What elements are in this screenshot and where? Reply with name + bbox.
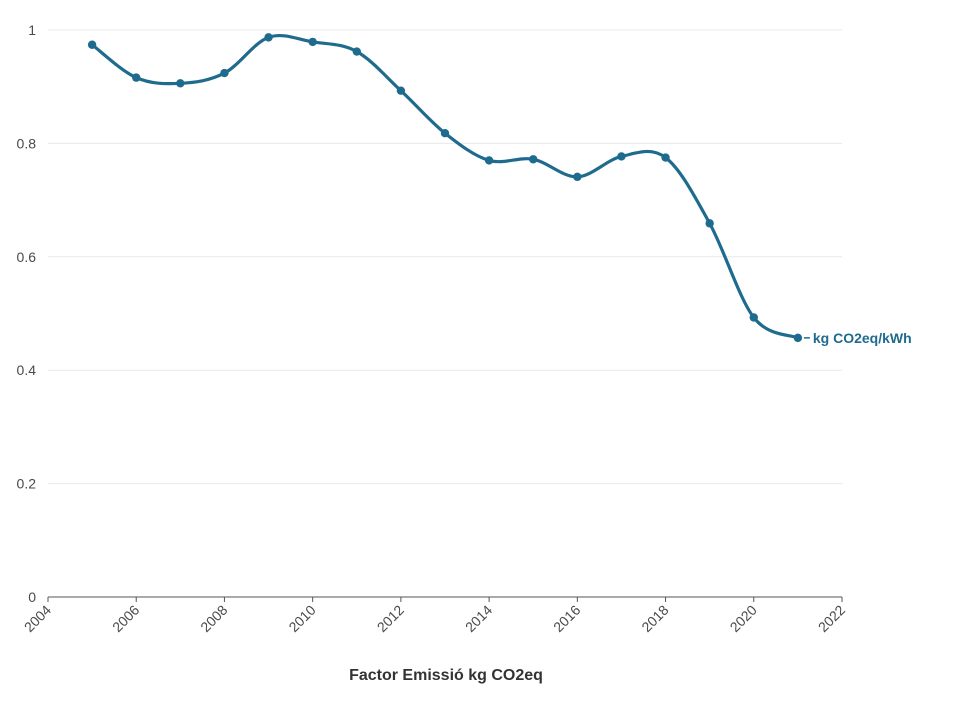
- y-tick-label: 1: [28, 22, 36, 38]
- x-tick-label: 2018: [638, 602, 671, 635]
- data-point: [661, 153, 670, 162]
- x-axis-ticks: 2004 2006 2008 2010 2012 2014 2016 2018 2020 2022: [21, 597, 848, 635]
- data-point: [749, 313, 758, 322]
- x-tick-label: 2016: [550, 602, 583, 635]
- grid-lines: [48, 29, 842, 485]
- x-tick-label: 2006: [109, 602, 142, 635]
- data-point: [705, 219, 714, 228]
- y-tick-label: 0: [28, 589, 36, 605]
- x-tick-label: 2014: [462, 602, 495, 635]
- data-point: [484, 156, 494, 165]
- y-tick-label: 0.6: [17, 249, 37, 265]
- series-line: [90, 33, 800, 340]
- data-point: [440, 128, 450, 138]
- data-point: [264, 33, 273, 42]
- data-point: [617, 152, 626, 161]
- y-tick-label: 0.4: [17, 362, 37, 378]
- data-point: [529, 155, 538, 164]
- data-point: [176, 79, 185, 88]
- y-tick-label: 0.2: [17, 476, 37, 492]
- y-axis-ticks: 0 0.2 0.4 0.6 0.8 1: [17, 22, 37, 605]
- y-tick-label: 0.8: [17, 135, 37, 151]
- x-tick-label: 2008: [197, 602, 230, 635]
- data-point: [793, 333, 803, 343]
- data-point: [396, 86, 406, 95]
- x-tick-label: 2010: [285, 602, 318, 635]
- data-point: [220, 68, 229, 78]
- x-tick-label: 2004: [21, 602, 54, 635]
- x-tick-label: 2020: [727, 602, 760, 635]
- series-label: kg CO2eq/kWh: [813, 330, 912, 346]
- data-point: [87, 40, 97, 49]
- data-point: [573, 172, 582, 182]
- x-tick-label: 2022: [815, 602, 848, 635]
- data-point: [308, 37, 317, 47]
- x-tick-label: 2012: [374, 602, 407, 635]
- x-axis-title: Factor Emissió kg CO2eq: [349, 667, 543, 684]
- series-group: kg CO2eq/kWh: [87, 33, 912, 346]
- data-point: [132, 73, 141, 82]
- data-point: [352, 47, 361, 56]
